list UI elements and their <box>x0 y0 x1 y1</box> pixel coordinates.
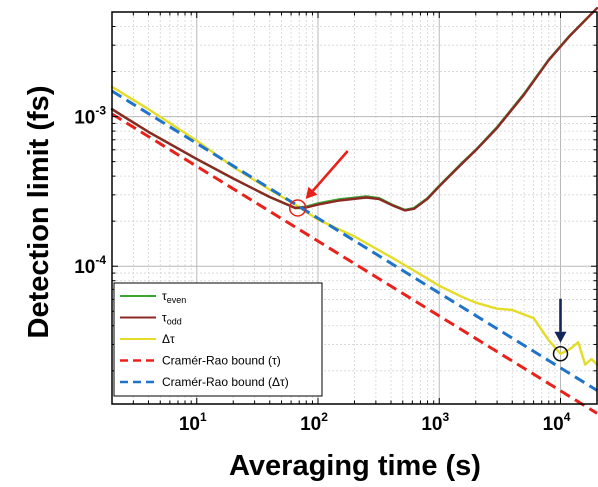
legend-name: τ <box>162 289 167 303</box>
x-axis-title: Averaging time (s) <box>229 450 481 482</box>
annotation-arrow-head <box>554 331 567 343</box>
legend-label-4: Cramér-Rao bound (τ) <box>162 354 281 368</box>
x-tick-label: 102 <box>300 410 328 435</box>
series-line-4 <box>111 112 598 415</box>
annotation-circle <box>552 346 569 362</box>
x-tick-label: 101 <box>179 410 207 435</box>
annotation-circle <box>288 199 307 217</box>
annotation-arrow-shaft <box>311 150 349 192</box>
x-tick-exponent: 4 <box>564 410 571 424</box>
x-tick-exponent: 2 <box>321 410 328 424</box>
legend-label-2: τodd <box>162 311 182 327</box>
annotation-arrow-head <box>305 186 318 199</box>
y-tick-base: 10 <box>74 108 95 129</box>
y-tick-base: 10 <box>74 257 95 278</box>
x-tick-label: 104 <box>543 410 571 435</box>
series-line-2 <box>110 6 598 212</box>
series-line-5 <box>111 89 598 392</box>
legend-name: τ <box>162 311 167 325</box>
y-tick-label: 10-4 <box>74 253 106 278</box>
legend-name: Cramér-Rao bound (Δτ) <box>162 375 289 389</box>
x-tick-base: 10 <box>543 414 564 435</box>
x-tick-base: 10 <box>179 414 200 435</box>
legend-label-1: τeven <box>162 289 186 305</box>
legend-label-3: Δτ <box>162 332 175 346</box>
x-tick-exponent: 3 <box>442 410 449 424</box>
y-axis-title: Detection limit (fs) <box>23 86 55 339</box>
legend-name: Cramér-Rao bound (τ) <box>162 354 281 368</box>
y-tick-exponent: -3 <box>95 104 106 118</box>
y-tick-label: 10-3 <box>74 104 106 129</box>
x-tick-label: 103 <box>421 410 449 435</box>
legend-name: Δτ <box>162 332 175 346</box>
legend-subscript: odd <box>167 317 182 327</box>
x-tick-base: 10 <box>421 414 442 435</box>
x-tick-base: 10 <box>300 414 321 435</box>
series-layer <box>110 6 598 415</box>
legend-subscript: even <box>167 295 187 305</box>
annotations <box>288 150 569 362</box>
legend-label-5: Cramér-Rao bound (Δτ) <box>162 375 289 389</box>
x-tick-exponent: 1 <box>200 410 207 424</box>
y-tick-exponent: -4 <box>95 253 106 267</box>
